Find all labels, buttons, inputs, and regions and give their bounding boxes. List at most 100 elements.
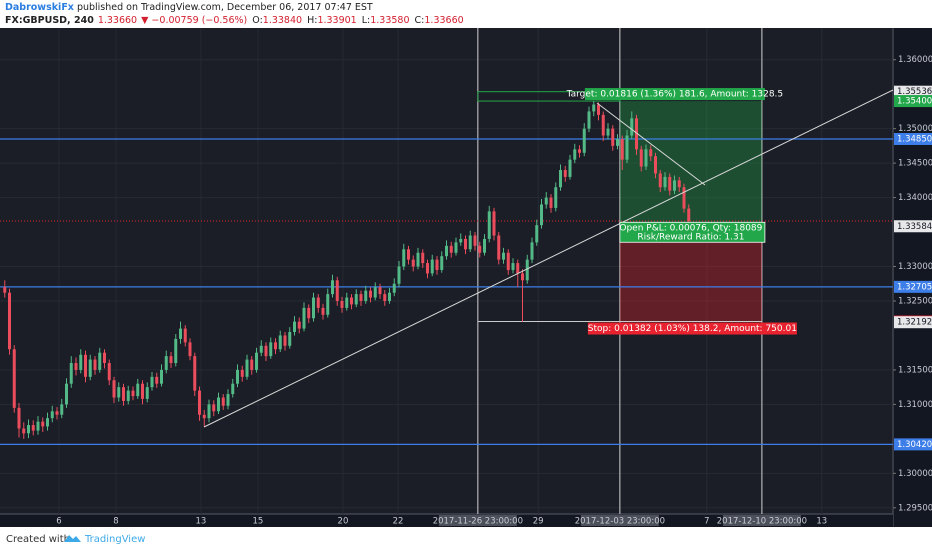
- candle-body: [88, 359, 92, 377]
- plot-bg: [0, 28, 893, 514]
- candle-body: [411, 259, 415, 267]
- candle-body: [592, 104, 596, 112]
- candle-body: [150, 376, 154, 388]
- candle-body: [255, 352, 258, 370]
- candle-body: [549, 197, 553, 208]
- candle-body: [12, 349, 16, 408]
- candle-body: [454, 242, 458, 253]
- candle-body: [540, 204, 543, 226]
- candle-body: [663, 176, 667, 188]
- candle-body: [93, 359, 97, 370]
- candle-body: [449, 245, 453, 253]
- published: published on TradingView.com, December 0…: [77, 2, 373, 13]
- candle-body: [388, 292, 391, 301]
- candle-body: [573, 149, 577, 160]
- candle-body: [606, 128, 610, 136]
- candle-body: [164, 356, 168, 370]
- candle-body: [620, 138, 624, 160]
- candle-body: [117, 387, 121, 398]
- candle-body: [397, 266, 401, 284]
- candle-body: [521, 273, 524, 281]
- price-label: 1.34850: [897, 134, 932, 144]
- candle-body: [392, 283, 396, 293]
- x-tick-label: 2017-12-03 23:00:00: [575, 517, 665, 527]
- candle-body: [107, 363, 111, 381]
- candle-body: [198, 390, 201, 415]
- ohlc-key: H:: [307, 15, 317, 26]
- candle-body: [264, 345, 268, 357]
- trendline[interactable]: [203, 89, 894, 428]
- candle-body: [41, 421, 45, 427]
- candle-body: [226, 394, 230, 406]
- candle-body: [27, 425, 30, 434]
- price-label: 1.35536: [897, 87, 932, 97]
- ohlc-key: C:: [415, 15, 425, 26]
- candle-body: [373, 287, 377, 298]
- candle-body: [221, 397, 225, 406]
- header-line-1: DabrowskiFx published on TradingView.com,…: [5, 2, 373, 13]
- y-tick-label: 1.32500: [898, 296, 932, 306]
- candle-body: [430, 259, 434, 274]
- candle-body: [8, 292, 11, 350]
- price-label: 1.32705: [897, 282, 932, 292]
- candle-body: [126, 390, 130, 401]
- author[interactable]: DabrowskiFx: [5, 2, 74, 13]
- candle-body: [202, 414, 206, 419]
- candle-body: [530, 242, 534, 260]
- footer-brand[interactable]: TradingView: [84, 534, 145, 545]
- candle-body: [535, 225, 539, 243]
- x-tick-label: 7: [704, 517, 709, 527]
- x-tick-label: 13: [196, 517, 207, 527]
- candle-body: [326, 294, 330, 315]
- candle-body: [511, 263, 515, 270]
- candle-body: [559, 170, 562, 188]
- candle-body: [644, 149, 648, 167]
- candle-body: [682, 187, 686, 209]
- candle-body: [22, 428, 26, 434]
- candle-body: [687, 208, 691, 222]
- candle-body: [217, 397, 220, 412]
- header-line-2: FX:GBPUSD, 240 1.33660 ▼ −0.00759 (−0.56%)…: [5, 15, 464, 26]
- x-tick-label: 22: [393, 517, 404, 527]
- candle-body: [473, 235, 477, 246]
- y-tick-label: 1.31000: [898, 400, 932, 410]
- candle-body: [60, 404, 64, 415]
- candle-body: [497, 235, 501, 260]
- candle-body: [440, 256, 444, 270]
- trendline[interactable]: [596, 102, 706, 186]
- price-label: 1.32192: [897, 318, 932, 328]
- candle-body: [407, 249, 410, 260]
- y-tick-label: 1.35000: [898, 124, 932, 134]
- candle-body: [136, 383, 140, 397]
- candle-body: [155, 376, 159, 384]
- price-label: 1.33584: [897, 222, 932, 232]
- last-price: 1.33660: [98, 15, 137, 26]
- candle-body: [554, 187, 558, 208]
- candle-body: [145, 387, 149, 399]
- y-tick-label: 1.34000: [898, 193, 932, 203]
- candle-body: [630, 118, 634, 136]
- candle-body: [17, 407, 21, 429]
- candle-body: [597, 104, 600, 115]
- candle-body: [278, 335, 282, 350]
- price-label-bg: [894, 438, 932, 451]
- rr-label: Risk/Reward Ratio: 1.31: [637, 232, 744, 242]
- candle-body: [141, 383, 144, 399]
- price-label: 1.30420: [897, 440, 932, 450]
- candle-body: [611, 128, 615, 146]
- candle-body: [668, 176, 672, 191]
- candle-body: [435, 259, 439, 270]
- x-tick-label: 20: [338, 517, 349, 527]
- target-label: Target: 0.01816 (1.36%) 181.6, Amount: 1…: [566, 90, 784, 100]
- candle-body: [160, 369, 163, 384]
- stop-box: [587, 322, 797, 335]
- candle-body: [654, 156, 657, 174]
- x-tick-label: 13: [816, 517, 827, 527]
- ohlc-key: O:: [252, 15, 263, 26]
- candles: [3, 101, 691, 439]
- candle-body: [55, 411, 59, 415]
- y-tick-label: 1.31500: [898, 365, 932, 375]
- candle-body: [74, 363, 78, 370]
- candle-body: [658, 173, 662, 188]
- pnl-label: Open P&L: 0.00076, Qty: 18089: [619, 223, 762, 233]
